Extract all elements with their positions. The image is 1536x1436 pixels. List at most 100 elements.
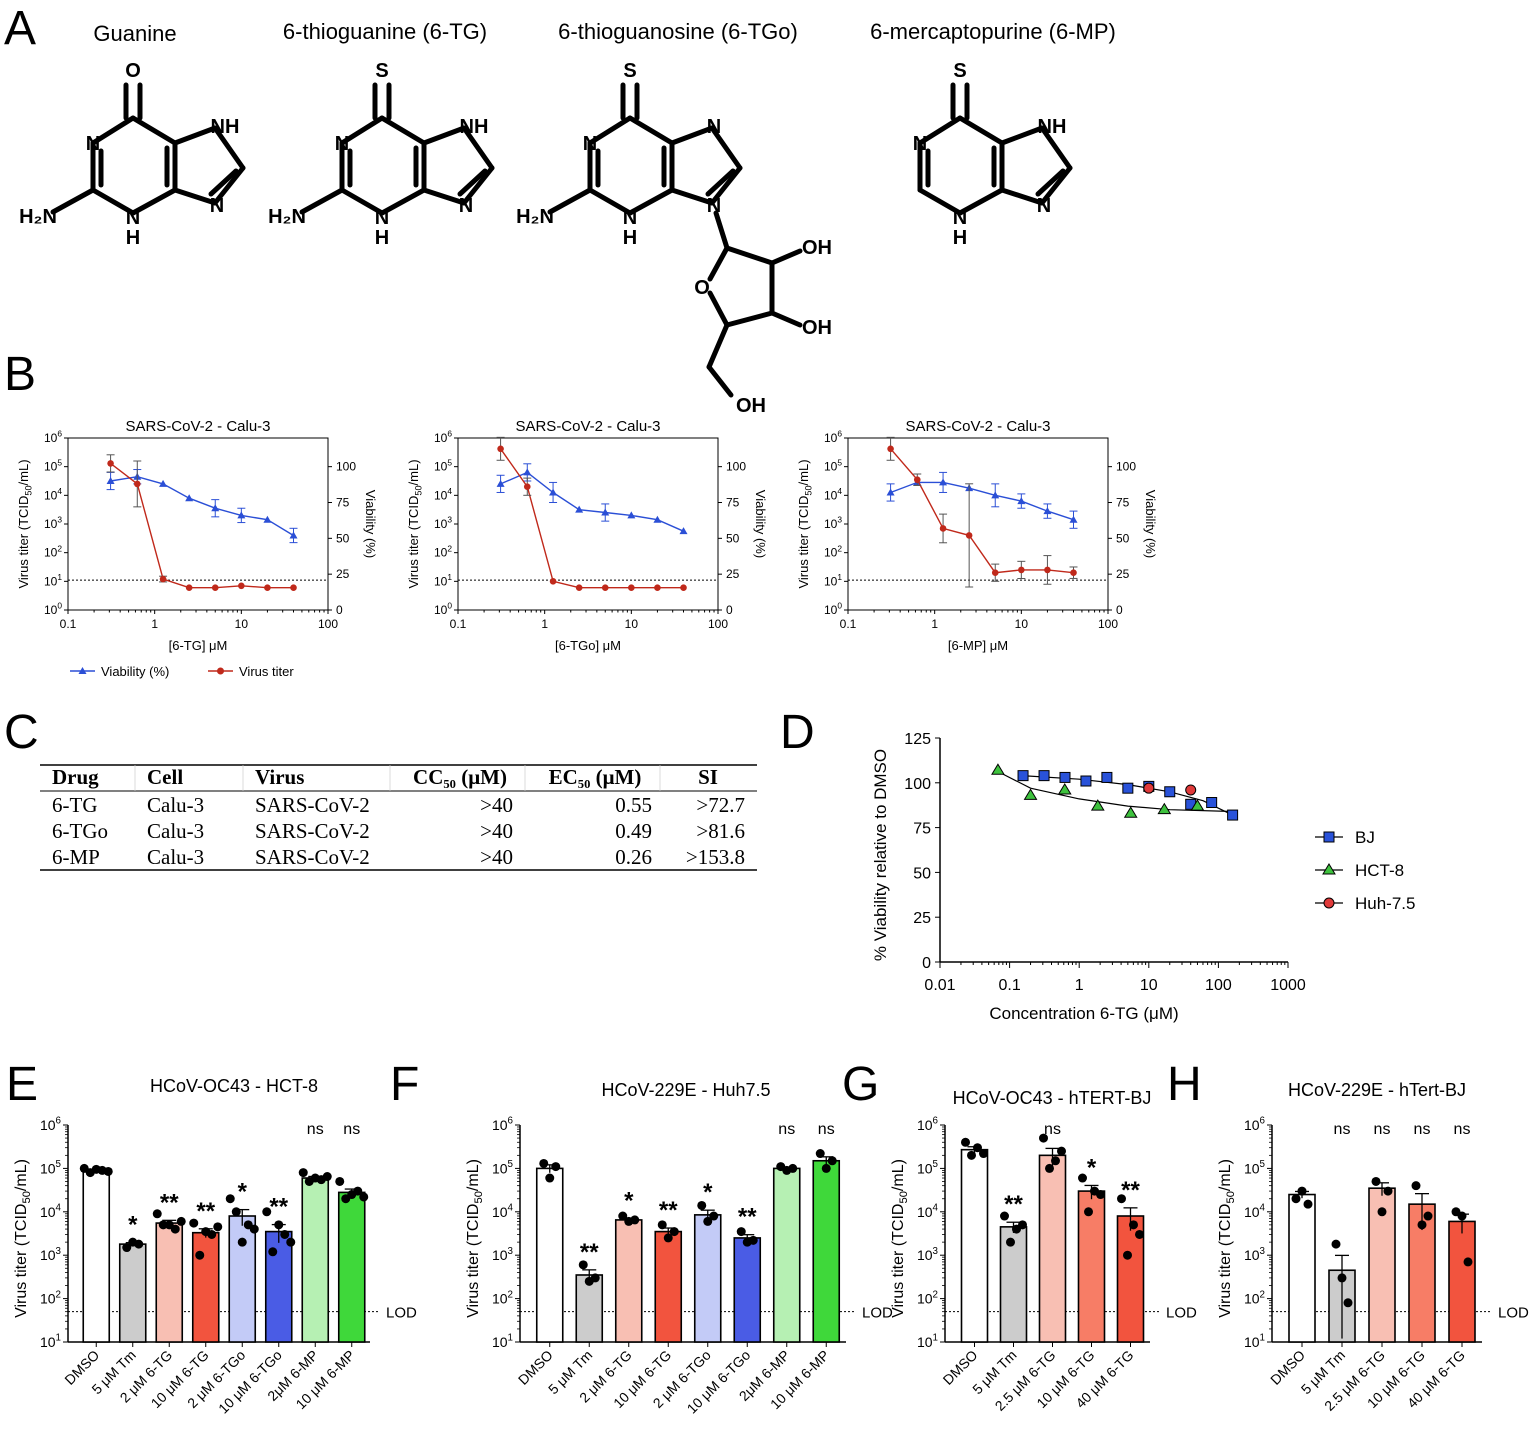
data-point	[122, 1243, 132, 1253]
y-tick-label: 103	[434, 515, 452, 531]
data-point	[1463, 1257, 1473, 1267]
data-point	[249, 1224, 259, 1234]
atom-label: O	[125, 60, 141, 82]
y-tick-label: 75	[913, 821, 931, 838]
virus-point	[680, 584, 687, 591]
table-cell: >81.6	[696, 819, 745, 843]
data-point	[827, 1156, 837, 1166]
x-tick-label: 10	[625, 617, 639, 631]
significance-label: **	[659, 1197, 678, 1224]
viability-point	[601, 508, 610, 516]
bond	[713, 210, 730, 251]
atom-label: N	[913, 133, 927, 155]
atom-label: H	[126, 227, 140, 249]
bj-point	[1059, 771, 1071, 783]
data-point	[1057, 1146, 1066, 1156]
y-tick-label: 103	[917, 1246, 939, 1263]
y-tick-label: 101	[1244, 1333, 1265, 1350]
bond	[706, 364, 734, 398]
virus-point	[497, 445, 504, 453]
data-point	[1000, 1211, 1009, 1221]
y-tick-label: 105	[44, 457, 62, 473]
y-tick-label: 105	[824, 457, 842, 473]
bj-point	[1122, 782, 1134, 794]
y-tick-label: 102	[1244, 1289, 1265, 1306]
virus-point	[290, 584, 297, 591]
data-point	[618, 1211, 628, 1221]
bar	[1288, 1193, 1316, 1343]
data-point	[231, 1207, 241, 1217]
bond	[587, 115, 633, 146]
table-cell: SARS-CoV-2	[255, 793, 370, 817]
virus-point	[575, 584, 583, 591]
panel-a-structures: ONNHNHNH₂NSNNHNHNH₂NSNNHNNH₂NOHOHOOHSNNH…	[19, 60, 1073, 417]
atom-label: OH	[802, 317, 832, 339]
bj-point	[1164, 786, 1176, 798]
bond	[172, 187, 218, 206]
data-point	[213, 1222, 223, 1232]
bond	[709, 165, 743, 206]
bond	[461, 165, 495, 206]
bar	[772, 1167, 801, 1343]
bar	[228, 1215, 257, 1343]
x-axis-label: [6-MP] μM	[948, 638, 1008, 653]
panel-letter-f: F	[390, 1058, 419, 1111]
y2-tick-label: 50	[726, 531, 740, 545]
viability-point	[575, 505, 584, 513]
bond	[1035, 168, 1066, 197]
y-tick-label: 102	[44, 543, 62, 559]
atom-label: NH	[1038, 116, 1067, 138]
data-point	[788, 1163, 798, 1173]
y2-tick-label: 100	[336, 460, 356, 474]
significance-label: *	[1087, 1154, 1097, 1181]
y-axis-label: Virus titer (TCID50/mL)	[796, 459, 813, 588]
data-point	[335, 1176, 345, 1186]
bond	[917, 115, 963, 146]
virus-point	[991, 569, 999, 577]
huh75-point	[1143, 782, 1155, 794]
y-tick-label: 100	[434, 601, 452, 617]
legend-label: BJ	[1355, 828, 1375, 847]
significance-label: **	[738, 1204, 757, 1231]
bond	[724, 310, 775, 328]
y-tick-label: 104	[492, 1203, 514, 1220]
atom-label: H₂N	[516, 206, 554, 228]
y-tick-label: 106	[434, 429, 452, 445]
data-point	[539, 1158, 549, 1168]
table-cell: Calu-3	[147, 819, 204, 843]
table-header-cell: CC₅₀ (μM)	[413, 765, 507, 789]
data-point	[748, 1235, 758, 1245]
viability-point	[211, 504, 220, 512]
bond	[707, 290, 730, 328]
significance-label: ns	[343, 1121, 360, 1138]
legend-virus-marker	[217, 667, 224, 675]
table-cell: 0.55	[615, 793, 652, 817]
table-cell: 6-TGo	[52, 819, 108, 843]
data-point	[815, 1149, 825, 1159]
bond	[669, 187, 715, 206]
data-point	[237, 1237, 247, 1247]
hct8-point	[1123, 806, 1138, 818]
data-point	[353, 1186, 363, 1196]
legend-marker	[1322, 863, 1336, 875]
atom-label: H	[953, 227, 967, 249]
table-cell: Calu-3	[147, 845, 204, 869]
bar	[1038, 1154, 1067, 1343]
y-tick-label: 103	[1244, 1246, 1266, 1263]
data-point	[821, 1163, 831, 1173]
data-point	[961, 1137, 970, 1147]
atom-label: S	[953, 60, 966, 82]
bar	[82, 1169, 111, 1343]
bond	[587, 187, 633, 216]
atom-label: H₂N	[19, 206, 57, 228]
significance-label: ns	[1414, 1121, 1431, 1138]
data-point	[657, 1220, 667, 1230]
atom-label: N	[210, 195, 224, 217]
data-point	[134, 1239, 144, 1249]
panel-b-dose-response: SARS-CoV-2 - Calu-3100101102103104105106…	[16, 418, 1158, 653]
y-axis-label: Virus titer (TCID50/mL)	[406, 459, 423, 588]
data-point	[274, 1220, 284, 1230]
bar	[301, 1177, 330, 1343]
bond	[769, 248, 803, 266]
panel-letter-e: E	[6, 1058, 38, 1111]
